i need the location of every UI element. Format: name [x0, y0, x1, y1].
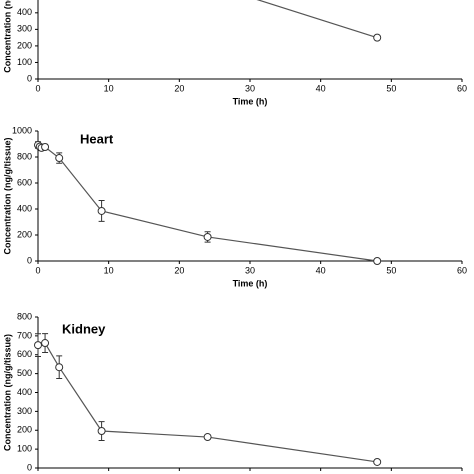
y-tick-label: 200: [17, 229, 32, 239]
y-tick-label: 500: [17, 0, 32, 1]
x-tick-label: 0: [35, 83, 40, 93]
data-point: [97, 206, 106, 215]
y-tick-label: 300: [17, 406, 32, 416]
y-tick-label: 700: [17, 330, 32, 340]
y-tick-label: 200: [17, 40, 32, 50]
x-tick-label: 50: [386, 83, 396, 93]
data-point: [203, 433, 212, 442]
y-tick-label: 200: [17, 425, 32, 435]
y-axis-label: Concentration (ng/g/tissue): [2, 137, 12, 254]
x-tick-label: 60: [457, 265, 467, 275]
y-axis-label: Concentration (ng/g/tissue): [2, 334, 12, 451]
y-tick-label: 0: [27, 73, 32, 83]
chart-title: Heart: [80, 131, 114, 146]
y-tick-label: 800: [17, 151, 32, 161]
x-tick-label: 30: [245, 265, 255, 275]
x-tick-label: 40: [316, 265, 326, 275]
data-point: [34, 341, 42, 350]
x-axis-label: Time (h): [233, 96, 268, 106]
y-tick-label: 0: [27, 255, 32, 265]
data-point: [97, 427, 106, 436]
y-tick-label: 300: [17, 24, 32, 34]
y-tick-label: 400: [17, 387, 32, 397]
data-line: [37, 144, 378, 262]
x-tick-label: 20: [174, 83, 184, 93]
data-point: [55, 154, 64, 163]
x-tick-label: 10: [104, 83, 114, 93]
x-tick-label: 20: [174, 265, 184, 275]
x-tick-label: 50: [386, 265, 396, 275]
y-tick-label: 500: [17, 368, 32, 378]
x-tick-label: 60: [457, 83, 467, 93]
y-tick-label: 1000: [12, 125, 32, 135]
data-line: [256, 0, 378, 39]
y-axis-label: Concentration (ng/g: [2, 0, 12, 73]
x-tick-label: 30: [245, 83, 255, 93]
y-tick-label: 400: [17, 203, 32, 213]
y-tick-label: 600: [17, 177, 32, 187]
y-tick-label: 800: [17, 311, 32, 321]
x-tick-label: 0: [35, 265, 40, 275]
x-tick-label: 10: [104, 265, 114, 275]
y-tick-label: 0: [27, 462, 32, 472]
data-point: [373, 457, 382, 466]
chart-title: Kidney: [62, 321, 106, 336]
data-line: [37, 342, 378, 463]
data-point: [373, 257, 382, 265]
x-tick-label: 40: [316, 83, 326, 93]
data-point: [41, 142, 50, 151]
y-tick-label: 100: [17, 444, 32, 454]
y-tick-label: 400: [17, 7, 32, 17]
data-point: [41, 339, 50, 348]
data-point: [203, 232, 212, 241]
y-tick-label: 600: [17, 349, 32, 359]
x-axis-label: Time (h): [233, 278, 268, 288]
data-point: [55, 363, 64, 372]
y-tick-label: 100: [17, 57, 32, 67]
data-point: [373, 33, 382, 42]
